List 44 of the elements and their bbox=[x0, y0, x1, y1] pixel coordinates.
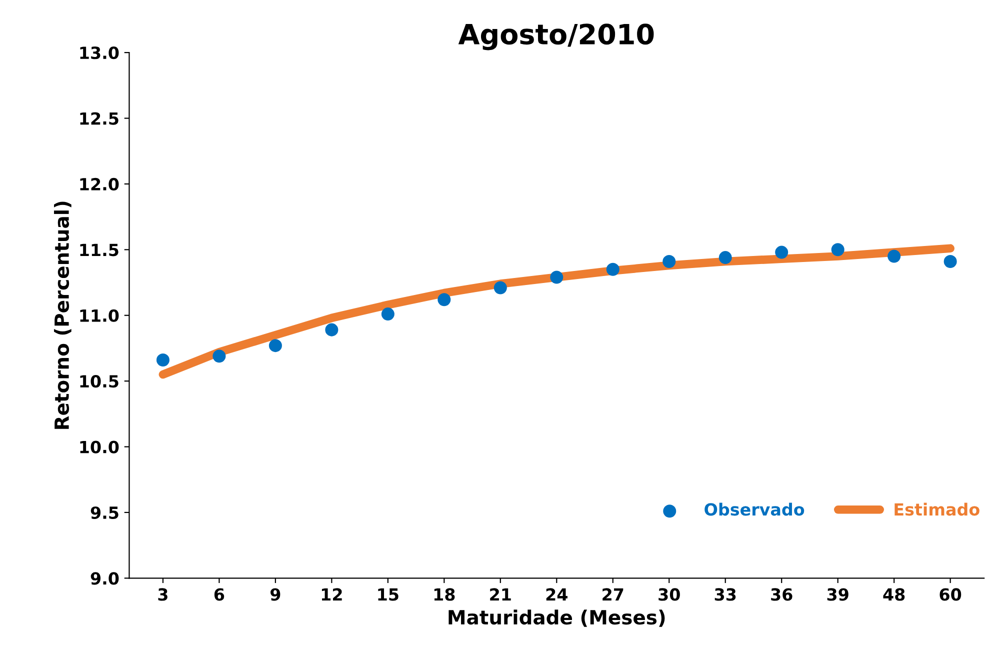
x-tick-label: 3 bbox=[158, 588, 168, 601]
y-tick-label: 10.0 bbox=[80, 440, 119, 454]
y-tick-label: 12.5 bbox=[80, 112, 118, 125]
y-tick-label: 11.0 bbox=[80, 309, 119, 322]
point bbox=[831, 243, 844, 256]
y-tick-label: 9.5 bbox=[90, 506, 118, 520]
point bbox=[550, 270, 564, 284]
y-tick-label: 10.5 bbox=[80, 375, 118, 388]
x-tick-label: 24 bbox=[546, 588, 568, 601]
y-tick-label: 9.0 bbox=[90, 572, 119, 585]
x-tick-label: 48 bbox=[883, 588, 905, 601]
legend-label: Observado bbox=[704, 502, 804, 516]
point bbox=[718, 251, 732, 264]
x-tick-label: 60 bbox=[940, 588, 962, 601]
point bbox=[212, 350, 226, 363]
legend-label: Estimado bbox=[894, 502, 980, 516]
point bbox=[438, 293, 451, 306]
x-tick-label: 15 bbox=[378, 588, 398, 601]
chart-title: Agosto/2010 bbox=[458, 24, 654, 50]
point bbox=[325, 323, 338, 336]
point bbox=[381, 308, 394, 321]
point bbox=[494, 281, 507, 294]
x-tick-label: 30 bbox=[658, 588, 680, 601]
x-tick-label: 36 bbox=[771, 588, 792, 601]
y-tick-label: 12.0 bbox=[80, 178, 119, 191]
point bbox=[944, 254, 957, 268]
point bbox=[662, 254, 676, 268]
point bbox=[888, 250, 901, 263]
x-tick-label: 18 bbox=[434, 588, 455, 601]
x-tick-label: 33 bbox=[714, 588, 736, 601]
x-tick-label: 12 bbox=[322, 588, 342, 601]
x-tick-label: 39 bbox=[827, 588, 848, 601]
point bbox=[775, 246, 788, 259]
y-tick-label: 13.0 bbox=[80, 46, 119, 60]
y-axis-title: Retorno (Percentual) bbox=[54, 202, 72, 429]
x-tick-label: 6 bbox=[214, 588, 224, 601]
x-tick-label: 9 bbox=[270, 588, 280, 601]
x-tick-label: 27 bbox=[602, 588, 624, 601]
x-axis-title: Maturidade (Meses) bbox=[448, 610, 665, 627]
point bbox=[156, 354, 170, 367]
point bbox=[268, 339, 282, 352]
x-tick-label: 21 bbox=[490, 588, 511, 601]
y-tick-label: 11.5 bbox=[80, 244, 118, 256]
point bbox=[606, 262, 620, 276]
